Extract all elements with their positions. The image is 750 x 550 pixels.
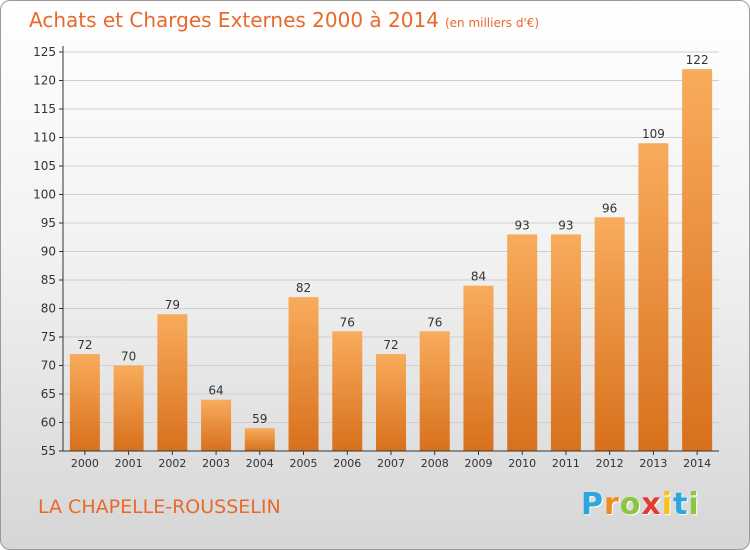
data-label-2008: 76 (427, 315, 442, 329)
data-label-2009: 84 (471, 270, 486, 284)
x-tick-label: 2005 (290, 457, 318, 470)
logo-letter: i (688, 487, 700, 522)
data-label-2010: 93 (515, 218, 530, 232)
proxiti-logo: Proxiti (581, 487, 700, 522)
bar-2002 (157, 314, 188, 451)
bar-2009 (463, 285, 494, 451)
data-label-2011: 93 (558, 218, 573, 232)
logo-letter: o (619, 487, 642, 522)
x-tick-label: 2009 (464, 457, 492, 470)
data-label-2001: 70 (121, 350, 136, 364)
y-tick-label: 80 (41, 302, 56, 316)
y-tick-label: 85 (41, 273, 56, 287)
data-labels: 72 70 79 64 59 82 76 72 76 84 93 93 96 109 122 (77, 53, 708, 426)
bar-2005 (288, 297, 319, 451)
data-label-2004: 59 (252, 412, 267, 426)
bar-2006 (332, 331, 363, 451)
x-tick-label: 2003 (202, 457, 230, 470)
data-label-2003: 64 (208, 384, 223, 398)
x-tick-label: 2004 (246, 457, 274, 470)
x-tick-label: 2006 (333, 457, 361, 470)
commune-name: LA CHAPELLE-ROUSSELIN (38, 496, 281, 518)
bar-2014 (682, 69, 713, 451)
data-label-2007: 72 (383, 338, 398, 352)
bar-2007 (376, 354, 406, 451)
data-label-2005: 82 (296, 281, 311, 295)
bar-2000 (69, 354, 100, 451)
y-tick-label: 110 (33, 131, 56, 145)
logo-letter: x (641, 487, 662, 522)
y-tick-label: 105 (33, 159, 56, 173)
x-tick-label: 2002 (158, 457, 186, 470)
data-label-2000: 72 (77, 338, 92, 352)
x-tick-label: 2012 (596, 457, 624, 470)
logo-letter: t (673, 487, 689, 522)
y-tick-label: 65 (41, 387, 56, 401)
y-tick-label: 125 (33, 45, 56, 59)
bar-2012 (594, 217, 625, 451)
chart-title: Achats et Charges Externes 2000 à 2014 (e… (29, 8, 539, 32)
y-tick-label: 100 (33, 188, 56, 202)
y-tick-label: 70 (41, 359, 56, 373)
x-tick-label: 2014 (683, 457, 711, 470)
chart-subtitle: (en milliers d'€) (444, 16, 540, 30)
bars (69, 69, 713, 451)
x-tick-label: 2007 (377, 457, 405, 470)
logo-letter: r (604, 487, 620, 522)
bar-2001 (113, 365, 144, 451)
x-tick-label: 2011 (552, 457, 580, 470)
y-tick-label: 60 (41, 416, 56, 430)
x-tick-label: 2010 (508, 457, 536, 470)
x-tick-label: 2001 (115, 457, 143, 470)
bar-2013 (638, 143, 669, 451)
x-tick-labels: 2000 2001 2002 2003 2004 2005 2006 2007 2008 2009… (71, 451, 711, 470)
y-tick-label: 90 (41, 245, 56, 259)
bar-2011 (550, 234, 581, 451)
y-tick-label: 75 (41, 330, 56, 344)
x-tick-label: 2008 (421, 457, 449, 470)
logo-letter: i (661, 487, 674, 522)
bar-2010 (507, 234, 538, 451)
bar-2004 (244, 428, 275, 451)
y-tick-label: 55 (41, 444, 56, 458)
data-label-2006: 76 (340, 315, 355, 329)
logo-letter: P (581, 487, 604, 522)
x-tick-label: 2000 (71, 457, 99, 470)
chart-title-text: Achats et Charges Externes 2000 à 2014 (29, 8, 439, 32)
bar-2003 (201, 399, 232, 451)
y-tick-label: 120 (33, 74, 56, 88)
y-tick-label: 115 (33, 102, 56, 116)
x-tick-label: 2013 (639, 457, 667, 470)
data-label-2002: 79 (165, 298, 180, 312)
y-tick-labels: 55 60 65 70 75 80 85 90 95 100 105 110 115 120 125 (33, 45, 63, 458)
data-label-2014: 122 (686, 53, 709, 67)
bar-2008 (419, 331, 450, 451)
y-tick-label: 95 (41, 216, 56, 230)
data-label-2012: 96 (602, 201, 617, 215)
data-label-2013: 109 (642, 127, 665, 141)
